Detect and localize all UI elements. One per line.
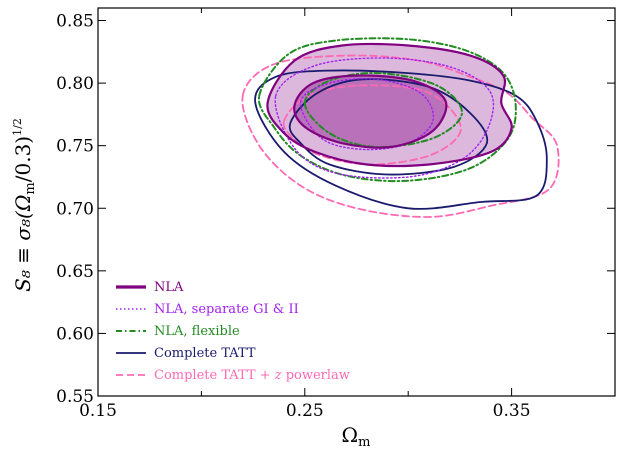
plot-frame: [97, 7, 616, 397]
legend-label-3: Complete TATT: [154, 346, 256, 361]
contour-line-0-1: [293, 74, 448, 149]
contour-fill-0-1: [294, 75, 447, 148]
y-tick-label-3: 0.70: [56, 199, 94, 219]
contour-line-1-0: [274, 57, 495, 179]
contour-line-1-1: [299, 77, 435, 151]
legend-label-2: NLA, flexible: [154, 324, 240, 339]
y-tick-label-4: 0.75: [56, 137, 94, 157]
y-tick-label-6: 0.85: [56, 12, 94, 32]
contour-fill-0-0: [267, 43, 512, 166]
x-tick-label-0: 0.15: [79, 401, 117, 421]
y-tick-label-1: 0.60: [56, 324, 94, 344]
contour-layer: [241, 37, 560, 218]
legend-label-4: Complete TATT + z powerlaw: [154, 368, 350, 383]
y-tick-label-5: 0.80: [56, 74, 94, 94]
x-tick-label-2: 0.35: [493, 401, 531, 421]
contour-line-0-0: [266, 42, 513, 168]
contour-line-4-1: [282, 84, 462, 166]
legend-label-0: NLA: [154, 280, 184, 295]
legend-label-1: NLA, separate GI & II: [154, 302, 299, 317]
contour-line-4-0: [241, 54, 560, 218]
contour-line-3-1: [288, 78, 489, 176]
legend: NLA NLA, separate GI & II NLA, flexible Com…: [116, 280, 350, 383]
y-axis-title: S₈ ≡ σ₈(Ωm/0.3)1/2: [11, 118, 38, 292]
contour-line-2-1: [303, 71, 463, 149]
contour-line-3-0: [254, 69, 548, 210]
x-tick-label-1: 0.25: [286, 401, 324, 421]
y-axis: 0.55 0.60 0.65 0.70 0.75 0.80 0.85: [56, 12, 615, 407]
x-axis-title: Ωm: [342, 423, 371, 450]
x-axis: 0.15 0.25 0.35: [79, 8, 616, 421]
y-tick-label-2: 0.65: [56, 262, 94, 282]
y-tick-label-0: 0.55: [56, 387, 94, 407]
